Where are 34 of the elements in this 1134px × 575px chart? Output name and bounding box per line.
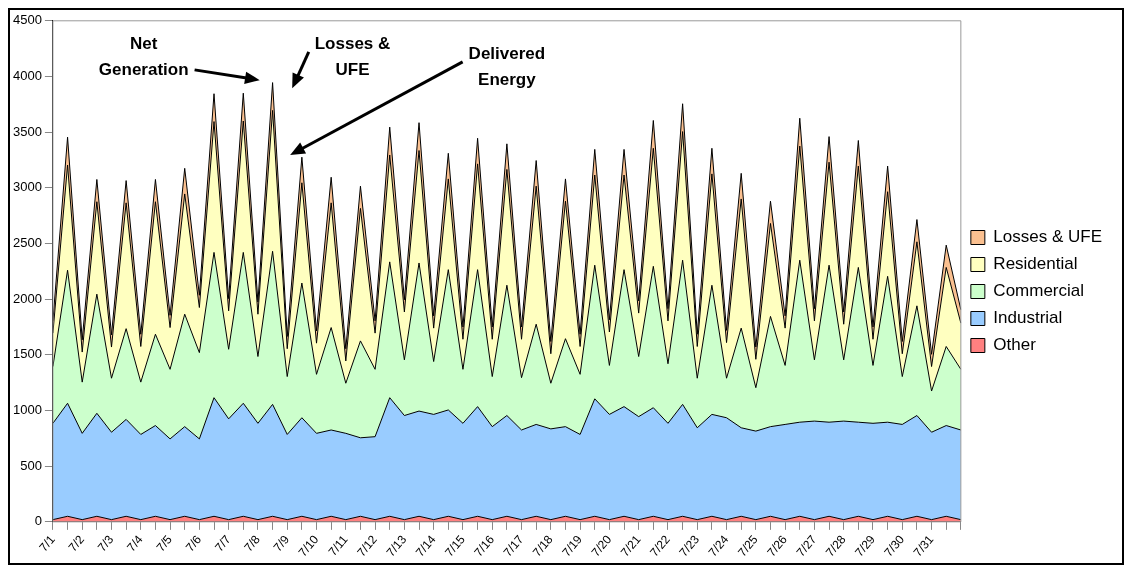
x-tick-label: 7/9	[270, 532, 293, 555]
x-tick-label: 7/5	[153, 532, 176, 555]
x-tick-label: 7/8	[241, 532, 263, 555]
y-tick-label: 3500	[13, 123, 42, 139]
x-tick-label: 7/14	[412, 532, 439, 560]
y-tick-label: 3000	[13, 179, 42, 195]
annotation: Net Generation	[98, 33, 189, 79]
legend-label: Losses & UFE	[993, 227, 1103, 247]
legend-label: Residential	[993, 254, 1078, 274]
x-tick-label: 7/19	[559, 532, 586, 560]
y-tick-label: 2000	[13, 290, 42, 306]
legend-label: Industrial	[993, 308, 1063, 328]
annotation: Losses & UFE	[314, 33, 391, 79]
y-tick-label: 2500	[13, 235, 42, 251]
x-tick-label: 7/7	[212, 532, 234, 555]
x-tick-label: 7/23	[676, 532, 703, 560]
x-tick-label: 7/11	[325, 532, 351, 559]
legend-label: Other	[993, 335, 1037, 355]
x-tick-label: 7/6	[182, 532, 205, 555]
x-tick-label: 7/21	[617, 532, 644, 560]
x-tick-label: 7/29	[852, 532, 879, 560]
y-tick-label: 500	[20, 457, 42, 473]
y-tick-label: 4000	[13, 68, 42, 84]
x-tick-label: 7/3	[94, 532, 117, 555]
y-tick-label: 1000	[13, 402, 42, 418]
y-tick-label: 0	[34, 513, 42, 529]
y-tick-label: 4500	[13, 12, 42, 28]
x-tick-label: 7/4	[124, 532, 146, 555]
legend-label: Commercial	[993, 281, 1085, 301]
x-tick-label: 7/31	[910, 532, 937, 560]
y-tick-label: 1500	[13, 346, 42, 362]
x-tick-label: 7/1	[36, 532, 58, 555]
x-tick-label: 7/2	[65, 532, 88, 555]
annotation: Delivered Energy	[468, 43, 546, 89]
